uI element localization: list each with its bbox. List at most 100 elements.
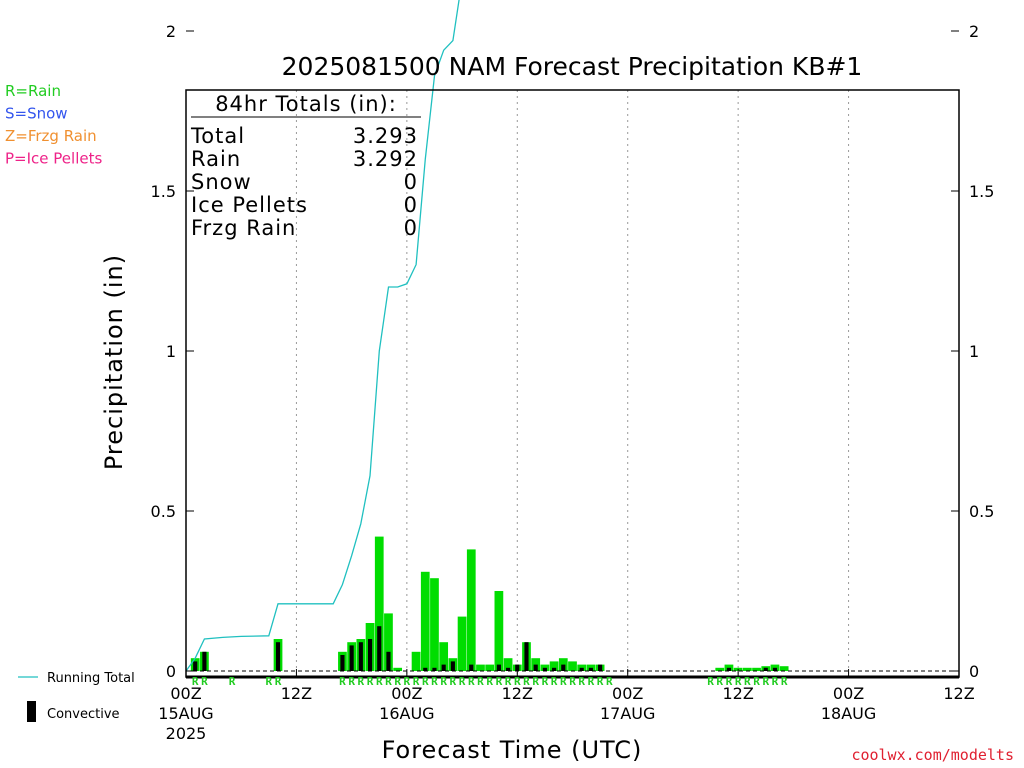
running-total-legend-label: Running Total <box>47 671 135 686</box>
ptype-mark: R <box>339 675 346 688</box>
x-axis-label: Forecast Time (UTC) <box>382 736 643 764</box>
y-tick-label: 2 <box>166 22 176 41</box>
x-year-label: 2025 <box>166 724 207 743</box>
ptype-mark: R <box>367 675 374 688</box>
totals-row-label: Rain <box>191 147 241 171</box>
ptype-mark: R <box>578 675 585 688</box>
convective-bar <box>579 667 584 671</box>
convective-bars <box>193 626 778 671</box>
ptype-mark: R <box>560 675 567 688</box>
ptype-mark: R <box>275 675 282 688</box>
convective-bar <box>506 667 511 671</box>
precip-bar <box>549 661 559 671</box>
credit-text: coolwx.com/modelts <box>851 746 1014 764</box>
ptype-mark: R <box>523 675 530 688</box>
precip-bar <box>779 666 789 671</box>
precip-bar <box>457 616 467 671</box>
totals-row-label: Snow <box>191 170 252 194</box>
ptype-mark: R <box>496 675 503 688</box>
convective-bar <box>515 664 520 671</box>
ptype-mark: R <box>404 675 411 688</box>
x-tick-label: 00Z <box>833 684 864 703</box>
y-tick-label: 2 <box>969 22 979 41</box>
ptype-mark: R <box>551 675 558 688</box>
precip-bar <box>393 667 403 671</box>
ptype-mark: R <box>431 675 438 688</box>
ptype-mark: R <box>762 675 769 688</box>
ptype-mark: R <box>514 675 521 688</box>
convective-bar <box>275 642 281 671</box>
ptype-mark: R <box>459 675 466 688</box>
precip-bar <box>476 664 485 671</box>
ptype-mark: R <box>394 675 401 688</box>
convective-bar <box>193 661 198 671</box>
ptype-mark: R <box>358 675 365 688</box>
totals-row-label: Total <box>190 124 245 148</box>
ptype-mark: R <box>266 675 273 688</box>
ptype-mark: R <box>735 675 742 688</box>
ptype-mark: R <box>542 675 549 688</box>
precip-bar <box>742 667 752 671</box>
ptype-legend-item: P=Ice Pellets <box>5 150 102 168</box>
totals-row-value: 3.293 <box>353 124 418 148</box>
ptype-mark: R <box>781 675 788 688</box>
y-axis-left: 00.511.522.533.5 <box>151 22 194 681</box>
ptype-mark: R <box>192 675 199 688</box>
convective-bar <box>561 664 566 671</box>
precip-bar <box>752 667 761 671</box>
y-axis-right: 00.511.522.533.5 <box>951 22 994 681</box>
bottom-legend: Running Total Convective <box>18 671 135 722</box>
precip-bar <box>420 571 430 671</box>
ptype-legend-item: R=Rain <box>5 82 61 100</box>
ptype-mark: R <box>726 675 733 688</box>
totals-row-label: Ice Pellets <box>191 193 308 217</box>
ptype-mark: R <box>772 675 779 688</box>
ptype-mark: R <box>468 675 475 688</box>
totals-row-label: Frzg Rain <box>191 216 296 240</box>
precip-bar <box>715 667 725 671</box>
convective-bar <box>772 667 778 671</box>
convective-bar <box>542 667 547 671</box>
precip-bar <box>568 661 577 671</box>
convective-bar <box>423 667 428 671</box>
convective-bar <box>386 651 391 671</box>
ptype-mark: R <box>422 675 429 688</box>
y-tick-label: 1 <box>166 342 176 361</box>
y-tick-label: 0.5 <box>969 502 994 521</box>
x-date-label: 18AUG <box>821 704 876 723</box>
convective-bar <box>763 667 768 671</box>
convective-bar <box>450 661 455 671</box>
y-tick-label: 1.5 <box>151 182 176 201</box>
x-tick-label: 12Z <box>722 684 753 703</box>
y-axis-label: Precipitation (in) <box>100 254 128 470</box>
precip-bar <box>439 642 449 671</box>
x-date-label: 15AUG <box>158 704 213 723</box>
ptype-mark: R <box>229 675 236 688</box>
ptype-mark: R <box>376 675 383 688</box>
totals-row-value: 0 <box>404 193 418 217</box>
convective-bar <box>533 664 538 671</box>
x-date-label: 16AUG <box>379 704 434 723</box>
y-tick-label: 0.5 <box>151 502 176 521</box>
running-total-layer <box>185 0 460 672</box>
totals-row-value: 3.292 <box>353 147 418 171</box>
convective-bar <box>469 664 474 671</box>
convective-bar <box>524 642 529 671</box>
y-tick-label: 0 <box>166 662 176 681</box>
ptype-mark: R <box>569 675 576 688</box>
convective-bar <box>432 667 437 671</box>
convective-bar <box>367 639 373 671</box>
convective-bar <box>496 664 501 671</box>
x-tick-label: 12Z <box>943 684 974 703</box>
ptype-mark: R <box>201 675 208 688</box>
totals-header: 84hr Totals (in): <box>215 92 397 116</box>
precip-bar <box>494 591 504 671</box>
ptype-legend-item: Z=Frzg Rain <box>5 127 97 145</box>
running-total-line <box>185 0 460 672</box>
convective-bar <box>598 664 603 671</box>
ptype-legend-item: S=Snow <box>5 105 68 123</box>
totals-row-value: 0 <box>404 170 418 194</box>
ptype-mark: R <box>716 675 723 688</box>
